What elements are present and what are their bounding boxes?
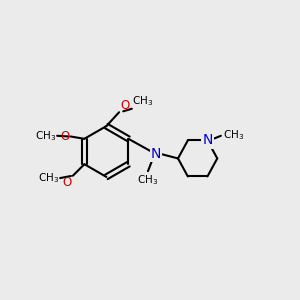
Text: CH$_3$: CH$_3$ xyxy=(137,173,159,187)
Text: N: N xyxy=(202,134,213,147)
Text: O: O xyxy=(60,130,69,142)
Text: O: O xyxy=(120,98,130,112)
Text: CH$_3$: CH$_3$ xyxy=(132,94,153,108)
Text: CH$_3$: CH$_3$ xyxy=(223,128,244,142)
Text: CH$_3$: CH$_3$ xyxy=(35,129,56,143)
Text: O: O xyxy=(62,176,72,189)
Text: CH$_3$: CH$_3$ xyxy=(38,171,59,185)
Text: N: N xyxy=(151,147,161,161)
